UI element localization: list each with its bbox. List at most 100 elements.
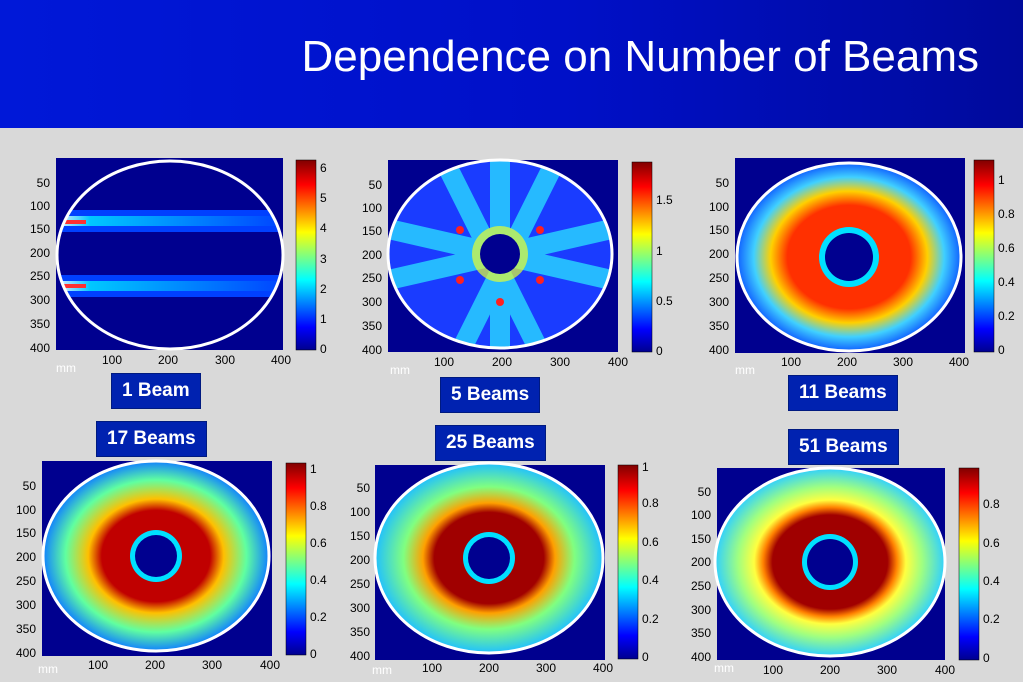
tick-label: 200 <box>479 661 499 675</box>
tick-label: 0.4 <box>642 573 659 587</box>
tick-label: 300 <box>877 663 897 677</box>
tick-label: 200 <box>145 658 165 672</box>
tick-label: 0.6 <box>310 536 327 550</box>
tick-label: 350 <box>362 319 382 333</box>
tick-label: 1 <box>998 173 1005 187</box>
tick-label: 0.6 <box>998 241 1015 255</box>
tick-label: 250 <box>16 574 36 588</box>
beam-profile <box>715 468 945 656</box>
tick-label: 300 <box>550 355 570 369</box>
tick-label: 400 <box>691 650 711 664</box>
label-17-beams: 17 Beams <box>96 421 207 457</box>
tick-label: 250 <box>350 577 370 591</box>
tick-label: 200 <box>820 663 840 677</box>
tick-label: 4 <box>320 221 327 235</box>
tick-label: 400 <box>260 658 280 672</box>
tick-label: 200 <box>492 355 512 369</box>
label-11-beams: 11 Beams <box>788 375 898 411</box>
tick-label: 150 <box>362 224 382 238</box>
tick-label: 50 <box>698 485 712 499</box>
tick-label: 1.5 <box>656 193 673 207</box>
label-5-beams: 5 Beams <box>440 377 541 413</box>
beam-profile <box>737 163 961 351</box>
panel-5-beams: 50 100 150 200 250 300 350 400 100 200 3… <box>340 152 685 382</box>
tick-label: 400 <box>593 661 613 675</box>
tick-label: 0.6 <box>642 535 659 549</box>
unit-label: mm <box>390 363 410 377</box>
label-51-beams: 51 Beams <box>788 429 899 465</box>
tick-label: 400 <box>16 646 36 660</box>
tick-label: 200 <box>158 353 178 367</box>
plot-area <box>56 158 283 350</box>
tick-label: 100 <box>30 199 50 213</box>
tick-label: 6 <box>320 161 327 175</box>
tick-label: 200 <box>691 555 711 569</box>
tick-label: 300 <box>202 658 222 672</box>
tick-label: 100 <box>350 505 370 519</box>
label-1-beam: 1 Beam <box>111 373 201 409</box>
tick-label: 200 <box>30 246 50 260</box>
dose-map-1-beam: 50 100 150 200 250 300 350 400 100 200 3… <box>30 158 327 375</box>
tick-label: 250 <box>691 579 711 593</box>
unit-label: mm <box>735 363 755 377</box>
tick-label: 50 <box>37 176 51 190</box>
tick-label: 1 <box>320 312 327 326</box>
panel-1-beam: 50 100 150 200 250 300 350 400 100 200 3… <box>0 150 340 380</box>
tick-label: 0.2 <box>642 612 659 626</box>
dose-map-11-beams: 50 100 150 200 250 300 350 400 100 200 3… <box>709 158 1015 377</box>
beam-profile <box>57 210 283 297</box>
panel-51-beams: 50 100 150 200 250 300 350 400 100 200 3… <box>680 462 1023 682</box>
tick-label: 0.2 <box>310 610 327 624</box>
tick-label: 300 <box>536 661 556 675</box>
tick-label: 1 <box>642 460 649 474</box>
tick-label: 300 <box>362 295 382 309</box>
tick-label: 150 <box>16 526 36 540</box>
phantom-outline <box>386 158 614 350</box>
tick-label: 400 <box>709 343 729 357</box>
tick-label: 400 <box>30 341 50 355</box>
tick-label: 300 <box>893 355 913 369</box>
tick-label: 100 <box>102 353 122 367</box>
tick-label: 200 <box>709 247 729 261</box>
tick-label: 300 <box>350 601 370 615</box>
tick-label: 100 <box>88 658 108 672</box>
unit-label: mm <box>38 662 58 676</box>
title-banner: Dependence on Number of Beams <box>0 0 1023 128</box>
tick-label: 300 <box>691 603 711 617</box>
panel-17-beams: 50 100 150 200 250 300 350 400 100 200 3… <box>0 455 340 682</box>
tick-label: 2 <box>320 282 327 296</box>
phantom-outline <box>373 461 605 655</box>
dose-map-5-beams: 50 100 150 200 250 300 350 400 100 200 3… <box>362 158 673 377</box>
tick-label: 50 <box>23 479 37 493</box>
tick-label: 50 <box>716 176 730 190</box>
tick-label: 150 <box>30 222 50 236</box>
tick-label: 350 <box>16 622 36 636</box>
slide-title: Dependence on Number of Beams <box>301 32 979 81</box>
colorbar <box>631 161 653 353</box>
colorbar <box>958 467 980 661</box>
tick-label: 250 <box>362 271 382 285</box>
phantom-outline <box>713 466 947 658</box>
tick-label: 400 <box>362 343 382 357</box>
tick-label: 350 <box>350 625 370 639</box>
tick-label: 0 <box>320 342 327 356</box>
colorbar <box>617 464 639 660</box>
unit-label: mm <box>56 361 76 375</box>
tick-label: 300 <box>215 353 235 367</box>
colorbar <box>295 159 317 351</box>
tick-label: 5 <box>320 191 327 205</box>
tick-label: 50 <box>369 178 383 192</box>
tick-label: 400 <box>935 663 955 677</box>
tick-label: 400 <box>350 649 370 663</box>
tick-label: 0.4 <box>998 275 1015 289</box>
tick-label: 400 <box>271 353 291 367</box>
tick-label: 150 <box>709 223 729 237</box>
unit-label: mm <box>372 663 392 677</box>
tick-label: 0.2 <box>998 309 1015 323</box>
tick-label: 300 <box>709 295 729 309</box>
tick-label: 100 <box>709 200 729 214</box>
tick-label: 300 <box>30 293 50 307</box>
tick-label: 400 <box>949 355 969 369</box>
colorbar <box>973 159 995 353</box>
phantom-outline <box>41 459 271 653</box>
